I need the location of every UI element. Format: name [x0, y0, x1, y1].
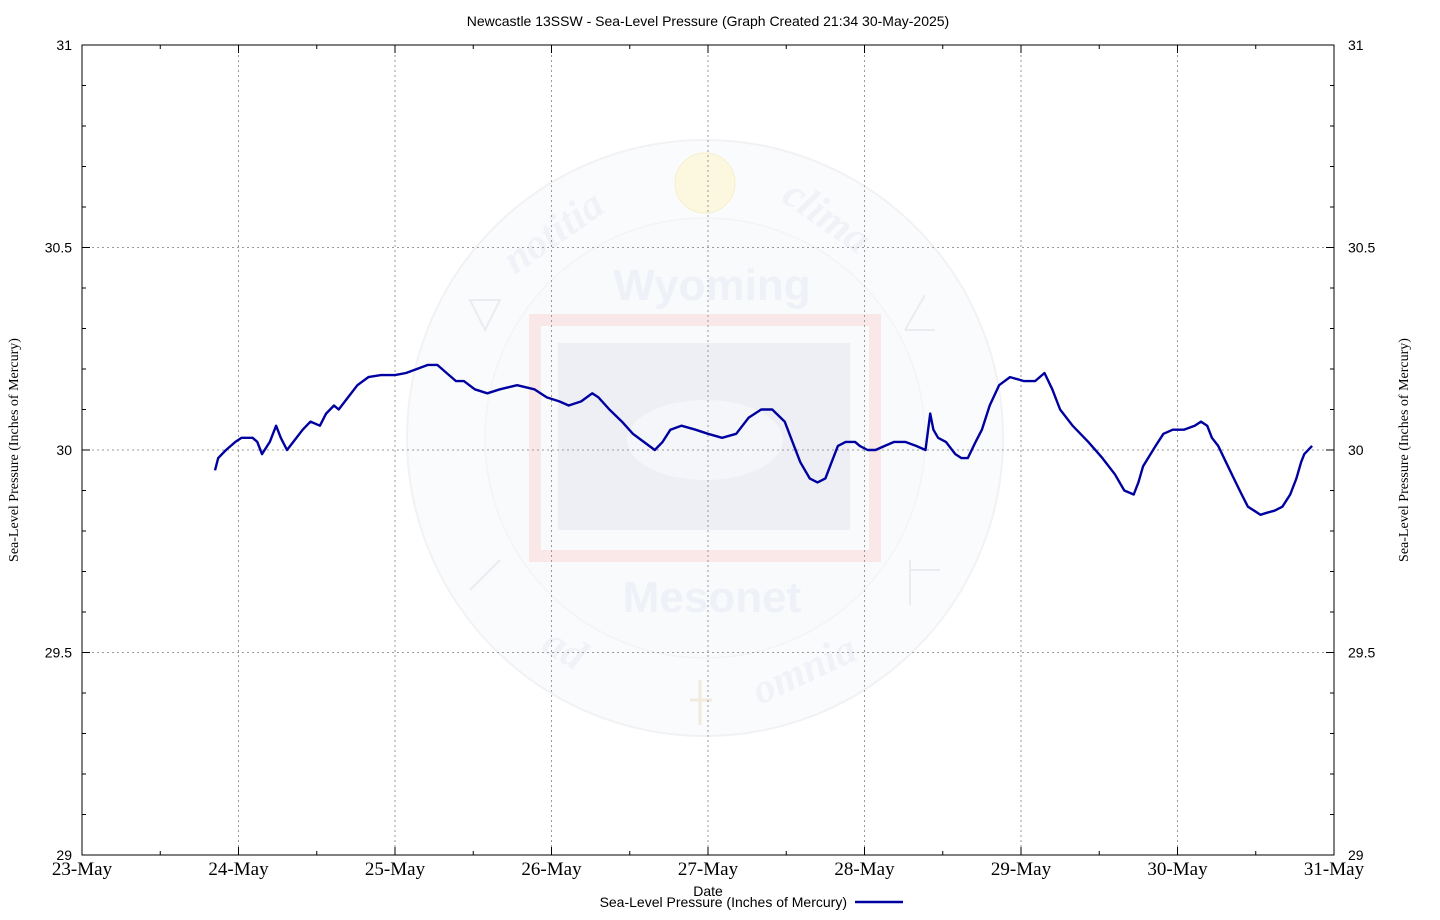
y-tick-label-left: 30.5 [45, 240, 72, 256]
flag-border-red [529, 314, 881, 562]
x-tick-label: 23-May [52, 859, 113, 880]
x-tick-label: 31-May [1304, 859, 1365, 880]
x-tick-labels: 23-May 24-May 25-May 26-May 27-May 28-May 29-M… [52, 859, 1365, 880]
y-tick-label-left: 29 [56, 847, 72, 863]
x-tick-label: 26-May [521, 859, 582, 880]
slope-symbol-icon [469, 559, 501, 591]
watermark-top-text: Wyoming [613, 261, 810, 310]
y-axis-label-left: Sea-Level Pressure (Inches of Mercury) [7, 338, 22, 562]
x-tick-label: 30-May [1147, 859, 1208, 880]
y-tick-label-right: 30 [1348, 442, 1364, 458]
angle-symbol-icon [904, 294, 935, 331]
sun-icon [674, 152, 736, 214]
y-tick-labels-right: 29 29.5 30 30.5 31 [1348, 37, 1375, 863]
y-tick-label-right: 31 [1348, 37, 1364, 53]
y-tick-label-left: 29.5 [45, 645, 72, 661]
chart-title: Newcastle 13SSW - Sea-Level Pressure (Gr… [467, 13, 949, 29]
legend: Sea-Level Pressure (Inches of Mercury) [600, 894, 903, 910]
arrow-symbol-icon [909, 560, 940, 605]
legend-label: Sea-Level Pressure (Inches of Mercury) [600, 894, 847, 910]
y-axis-label-right: Sea-Level Pressure (Inches of Mercury) [1397, 338, 1412, 562]
watermark-bottom-text: Mesonet [623, 573, 802, 622]
x-tick-label: 28-May [834, 859, 895, 880]
y-tick-label-right: 30.5 [1348, 240, 1375, 256]
bison-silhouette [627, 400, 783, 480]
x-tick-label: 24-May [208, 859, 269, 880]
y-tick-label-left: 30 [56, 442, 72, 458]
x-tick-label: 29-May [991, 859, 1052, 880]
x-tick-label: 27-May [678, 859, 739, 880]
pressure-series-line [213, 363, 1313, 516]
y-tick-label-right: 29.5 [1348, 645, 1375, 661]
y-tick-labels-left: 29 29.5 30 30.5 31 [45, 37, 72, 863]
x-tick-label: 25-May [365, 859, 426, 880]
grid-lines [82, 45, 1334, 855]
mesonet-logo-watermark: Wyoming Mesonet notitia clima ad omnia [406, 139, 1004, 737]
y-tick-label-left: 31 [56, 37, 72, 53]
x-axis-label: Date [693, 883, 723, 899]
y-tick-label-right: 29 [1348, 847, 1364, 863]
triangle-symbol-icon [468, 299, 502, 333]
plot-frame [81, 44, 1335, 856]
